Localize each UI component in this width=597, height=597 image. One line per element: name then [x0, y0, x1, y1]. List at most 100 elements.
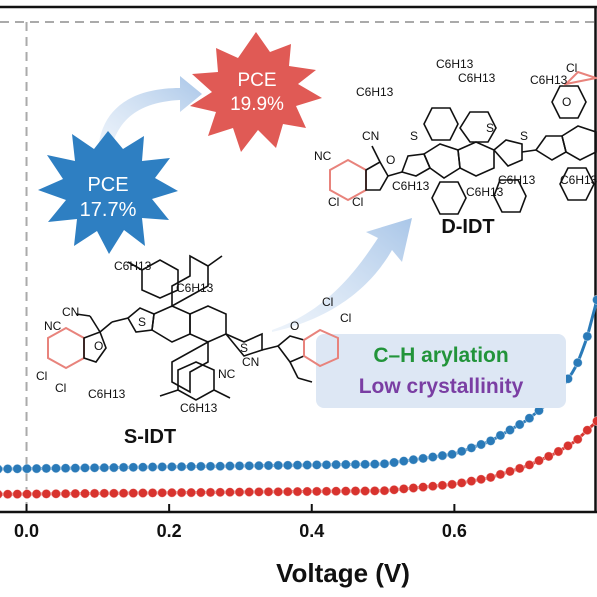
s-idt-label: S-IDT: [124, 426, 176, 448]
s-idt-o-2: O: [290, 319, 299, 333]
series-1-point: [592, 294, 597, 305]
series-2-point: [2, 489, 13, 500]
series-2-point: [495, 469, 506, 480]
d-idt-cn-1: CN: [362, 129, 379, 143]
series-2-point: [80, 488, 91, 499]
series-1-point: [89, 462, 100, 473]
series-2-point: [504, 466, 515, 477]
pce-large-value: 19.9%: [230, 94, 284, 115]
pce-small-value: 17.7%: [80, 199, 137, 221]
series-1-point: [572, 357, 583, 368]
series-2-point: [447, 479, 458, 490]
series-1-point: [504, 424, 515, 435]
series-2-point: [302, 486, 313, 497]
s-idt-hexyl-2: C6H13: [176, 281, 214, 295]
x-tick-label: 0.4: [299, 521, 324, 541]
series-2-point: [234, 487, 245, 498]
series-2-point: [118, 488, 129, 499]
s-idt-cl-3: Cl: [322, 295, 333, 309]
s-idt-cl-2: Cl: [55, 381, 66, 395]
s-idt-hexyl-3: C6H13: [88, 387, 126, 401]
series-2-point: [408, 482, 419, 493]
x-tick-label: 0.0: [14, 521, 39, 541]
series-2-point: [418, 482, 429, 493]
feature-ch-arylation: C–H arylation: [373, 344, 508, 367]
series-2-point: [137, 487, 148, 498]
series-1-point: [215, 461, 226, 472]
series-2-point: [186, 487, 197, 498]
series-1-point: [360, 459, 371, 470]
series-2-point: [466, 476, 477, 487]
series-1-point: [476, 439, 487, 450]
series-1-point: [418, 453, 429, 464]
series-1-point: [340, 459, 351, 470]
d-idt-o-1: O: [386, 153, 395, 167]
series-1-point: [350, 459, 361, 470]
series-1-point: [282, 460, 293, 471]
series-1-point: [253, 460, 264, 471]
x-axis-label: Voltage (V): [276, 558, 410, 588]
series-1-point: [437, 450, 448, 461]
series-2-point: [534, 455, 545, 466]
data-series: [0, 294, 597, 500]
series-2-point: [476, 474, 487, 485]
s-idt-atom-labels: C6H13 C6H13 C6H13 C6H13 Cl Cl Cl Cl NC C…: [36, 259, 351, 415]
d-idt-cl-1: Cl: [566, 61, 577, 75]
series-2-point: [524, 459, 535, 470]
d-idt-hexyl-1: C6H13: [356, 85, 394, 99]
series-1-point: [0, 464, 3, 474]
series-2-point: [195, 487, 206, 498]
series-1-point: [582, 331, 593, 342]
s-idt-cn-2: CN: [242, 355, 259, 369]
d-idt-nc-1: NC: [314, 149, 332, 163]
s-idt-cl-4: Cl: [340, 311, 351, 325]
series-1-point: [99, 462, 110, 473]
series-1-point: [408, 454, 419, 465]
series-2-point: [582, 425, 593, 436]
series-1-point: [186, 461, 197, 472]
series-1-point: [398, 456, 409, 467]
series-1-point: [466, 442, 477, 453]
series-1-point: [379, 458, 390, 469]
arrow-pce-increase: [98, 76, 202, 152]
d-idt-s-2: S: [486, 121, 494, 135]
pce-small-label: PCE: [87, 174, 128, 196]
d-idt-structure: [329, 70, 597, 215]
series-1-point: [108, 462, 119, 473]
series-1-point: [495, 430, 506, 441]
series-1-point: [524, 413, 535, 424]
s-idt-hexyl-4: C6H13: [180, 401, 218, 415]
s-idt-cn-1: CN: [62, 305, 79, 319]
series-2-point: [340, 486, 351, 497]
series-2-point: [51, 488, 62, 499]
d-idt-hexyl-3: C6H13: [458, 71, 496, 85]
series-2-point: [360, 485, 371, 496]
pce-large-label: PCE: [237, 70, 276, 91]
d-idt-label: D-IDT: [441, 216, 494, 238]
series-2-point: [108, 488, 119, 499]
series-2-point: [157, 487, 168, 498]
d-idt-s-1: S: [410, 129, 418, 143]
series-1-point: [166, 461, 177, 472]
series-1-point: [2, 463, 13, 474]
series-2-point: [31, 488, 42, 499]
series-1-point: [80, 462, 91, 473]
d-idt-cl-2: Cl: [328, 195, 339, 209]
series-2-point: [331, 486, 342, 497]
series-1-point: [311, 459, 322, 470]
series-1-point: [273, 460, 284, 471]
series-2-point: [70, 488, 81, 499]
d-idt-hexyl-6: C6H13: [466, 185, 504, 199]
series-2-point: [263, 486, 274, 497]
series-2-point: [215, 487, 226, 498]
s-idt-hexyl-1: C6H13: [114, 259, 152, 273]
feature-low-crystallinity: Low crystallinity: [359, 375, 524, 398]
series-1-point: [60, 463, 71, 474]
series-2-point: [21, 489, 32, 500]
series-1-point: [70, 463, 81, 474]
series-1-point: [224, 460, 235, 471]
series-2-point: [572, 434, 583, 445]
series-1-point: [21, 463, 32, 474]
series-2-point: [41, 488, 52, 499]
